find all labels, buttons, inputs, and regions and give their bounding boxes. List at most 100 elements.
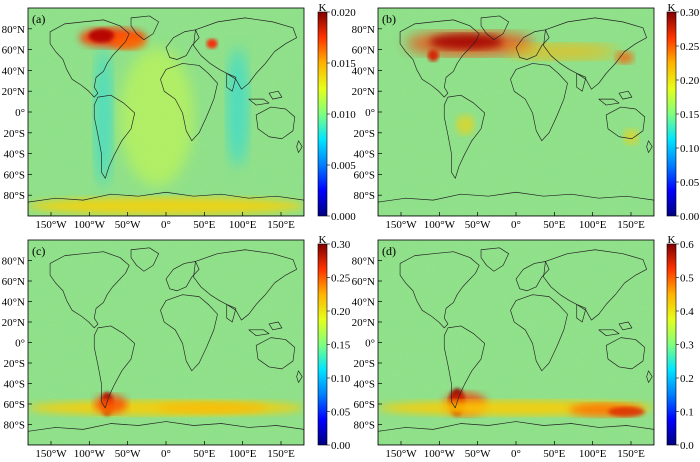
colorbar-tick-label: 0.10 (680, 143, 700, 155)
lon-tick-label: 50°W (115, 448, 141, 460)
lon-tick-label: 100°W (424, 219, 456, 231)
anomaly-region (427, 49, 439, 62)
lat-tick-label: 80°S (353, 190, 375, 202)
colorbar-tick-label: 0.6 (680, 239, 694, 251)
colorbar-unit: K (319, 234, 327, 246)
colorbar-tick-label: 0.05 (680, 177, 700, 189)
colorbar-tick-label: 0.5 (680, 273, 694, 285)
lat-tick-label: 80°S (3, 190, 25, 202)
lon-tick-label: 150°E (617, 219, 645, 231)
anomaly-region (120, 47, 194, 187)
lon-tick-label: 0° (511, 448, 521, 460)
lat-tick-label: 20°N (2, 317, 25, 329)
colorbar-tick-label: 0.25 (331, 273, 351, 285)
lon-tick-label: 150°E (617, 448, 645, 460)
lat-tick-label: 80°N (2, 256, 25, 268)
lon-tick-label: 50°E (193, 219, 215, 231)
lon-tick-label: 150°E (267, 219, 295, 231)
anomaly-region (456, 114, 475, 135)
colorbar-tick-label: 0.30 (680, 7, 700, 19)
lat-tick-label: 40°N (352, 65, 375, 77)
anomaly-region (429, 33, 504, 50)
map-panel-d: (d) 80°N 60°N 40°N 20°N 0° 20°S 40°S 60°S 80°S 150… (352, 234, 695, 460)
colorbar-unit: K (668, 2, 676, 14)
map-field (378, 240, 654, 445)
colorbar-tick-label: 0.015 (331, 58, 356, 70)
colorbar-scale (666, 243, 677, 446)
lon-tick-label: 150°W (35, 448, 67, 460)
anomaly-region (88, 28, 115, 43)
lat-tick-label: 40°S (353, 379, 375, 391)
lat-tick-label: 60°S (3, 169, 25, 181)
lat-tick-label: 60°N (352, 45, 375, 57)
anomaly-region (28, 197, 304, 216)
lon-tick-label: 50°E (543, 219, 565, 231)
lat-tick-label: 80°N (352, 256, 375, 268)
lat-tick-label: 40°N (2, 65, 25, 77)
lon-tick-label: 100°W (74, 448, 106, 460)
colorbar-tick-label: 0.000 (331, 211, 356, 223)
map-panel-b: (b) 80°N 60°N 40°N 20°N 0° 20°S 40°S 60°S 80°S 150… (352, 2, 700, 231)
colorbar-scale (666, 11, 677, 217)
map-panel-a: (a) 80°N 60°N 40°N 20°N 0° 20°S 40°S 60°S 80°S 150… (2, 2, 357, 231)
lat-tick-label: 80°S (353, 420, 375, 432)
colorbar-scale (317, 11, 328, 217)
lon-tick-label: 50°W (115, 219, 141, 231)
colorbar-tick-label: 0.15 (331, 340, 351, 352)
colorbar: K 0.020 0.015 0.010 0.005 0.000 (317, 2, 356, 223)
map-field (378, 8, 654, 216)
panel-label: (d) (382, 244, 396, 258)
lat-tick-label: 20°N (352, 86, 375, 98)
colorbar-tick-label: 0.4 (680, 306, 694, 318)
lat-tick-label: 20°S (3, 128, 25, 140)
lon-tick-label: 150°E (267, 448, 295, 460)
colorbar: K 0.30 0.25 0.20 0.15 0.10 0.05 0.00 (317, 234, 351, 452)
colorbar-tick-label: 0.15 (680, 109, 700, 121)
colorbar-tick-label: 0.30 (331, 239, 351, 251)
lat-tick-label: 20°N (2, 86, 25, 98)
lat-tick-label: 20°S (353, 358, 375, 370)
panel-label: (a) (32, 12, 45, 26)
lat-tick-label: 60°N (2, 45, 25, 57)
colorbar-tick-label: 0.20 (680, 75, 700, 87)
map-panel-c: (c) 80°N 60°N 40°N 20°N 0° 20°S 40°S 60°S 80°S 150… (2, 234, 351, 460)
lon-tick-label: 100°E (229, 219, 257, 231)
colorbar-tick-label: 0.1 (680, 407, 694, 419)
colorbar-tick-label: 0.0 (680, 440, 694, 452)
lat-tick-label: 0° (365, 107, 375, 119)
anomaly-region (506, 43, 618, 60)
lon-tick-label: 100°E (579, 219, 607, 231)
colorbar-tick-label: 0.3 (680, 340, 694, 352)
anomaly-region (226, 47, 249, 167)
lon-tick-label: 100°E (579, 448, 607, 460)
lon-tick-label: 0° (161, 219, 171, 231)
lat-tick-label: 0° (15, 338, 25, 350)
lat-tick-label: 0° (15, 107, 25, 119)
colorbar: K 0.30 0.25 0.20 0.15 0.10 0.05 0.00 (666, 2, 700, 223)
lat-tick-label: 60°S (353, 169, 375, 181)
lat-tick-label: 80°N (2, 24, 25, 36)
lon-tick-label: 150°W (385, 219, 417, 231)
panel-label: (b) (382, 12, 396, 26)
lat-tick-label: 40°N (2, 297, 25, 309)
lon-tick-label: 150°W (35, 219, 67, 231)
lat-tick-label: 60°S (353, 399, 375, 411)
anomaly-region (623, 128, 639, 145)
colorbar-tick-label: 0.00 (680, 211, 700, 223)
lon-tick-label: 0° (511, 219, 521, 231)
lat-tick-label: 40°S (3, 379, 25, 391)
anomaly-region (608, 406, 645, 417)
anomaly-region (94, 394, 128, 414)
lat-tick-label: 40°S (3, 149, 25, 161)
colorbar-scale (317, 243, 328, 446)
colorbar-tick-label: 0.005 (331, 160, 356, 172)
lon-tick-label: 100°E (229, 448, 257, 460)
lat-tick-label: 0° (365, 338, 375, 350)
colorbar-tick-label: 0.25 (680, 41, 700, 53)
colorbar-tick-label: 0.10 (331, 373, 351, 385)
colorbar-unit: K (319, 2, 327, 14)
lat-tick-label: 60°S (3, 399, 25, 411)
lon-tick-label: 150°W (385, 448, 417, 460)
